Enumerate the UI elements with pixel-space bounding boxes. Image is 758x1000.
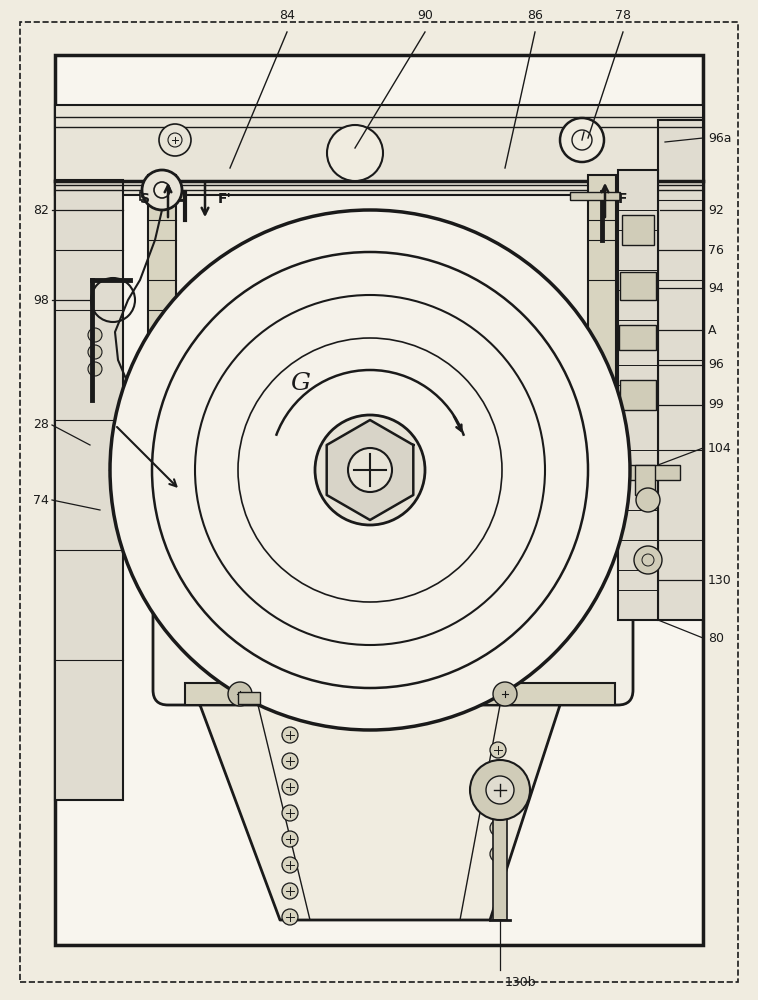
Circle shape — [490, 846, 506, 862]
Text: S: S — [140, 192, 150, 206]
Circle shape — [142, 170, 182, 210]
Circle shape — [88, 328, 102, 342]
Text: 130b: 130b — [505, 976, 537, 988]
Polygon shape — [327, 420, 413, 520]
Bar — [635, 465, 655, 495]
Bar — [588, 175, 616, 425]
Text: A: A — [708, 324, 716, 336]
Bar — [140, 192, 185, 200]
Circle shape — [493, 682, 517, 706]
Circle shape — [327, 125, 383, 181]
Text: 84: 84 — [279, 9, 295, 22]
Bar — [619, 325, 656, 350]
Circle shape — [282, 831, 298, 847]
Circle shape — [159, 124, 191, 156]
Circle shape — [282, 727, 298, 743]
Bar — [658, 120, 703, 620]
Circle shape — [490, 820, 506, 836]
Text: 82: 82 — [33, 204, 49, 217]
Text: 90: 90 — [417, 9, 433, 22]
Text: 130: 130 — [708, 574, 731, 586]
Text: 78: 78 — [615, 9, 631, 22]
Bar — [55, 55, 703, 945]
Bar — [620, 380, 656, 410]
Text: 99: 99 — [708, 398, 724, 412]
Text: 76: 76 — [708, 243, 724, 256]
Circle shape — [470, 760, 530, 820]
Bar — [620, 465, 680, 480]
Text: 96a: 96a — [708, 131, 731, 144]
Text: 96: 96 — [708, 359, 724, 371]
Circle shape — [490, 742, 506, 758]
FancyBboxPatch shape — [153, 155, 633, 705]
Text: 94: 94 — [708, 282, 724, 294]
Text: F': F' — [218, 192, 232, 206]
Polygon shape — [200, 705, 560, 920]
Bar — [620, 272, 656, 300]
Text: G: G — [290, 372, 310, 395]
Circle shape — [315, 415, 425, 525]
Circle shape — [282, 805, 298, 821]
Text: 28: 28 — [33, 418, 49, 432]
Circle shape — [110, 210, 630, 730]
Circle shape — [282, 753, 298, 769]
Text: 74: 74 — [33, 493, 49, 506]
Text: F: F — [618, 192, 628, 206]
Bar — [622, 215, 654, 245]
Circle shape — [634, 546, 662, 574]
Circle shape — [282, 883, 298, 899]
Circle shape — [490, 768, 506, 784]
Bar — [55, 180, 123, 800]
Circle shape — [490, 794, 506, 810]
Bar — [185, 683, 615, 705]
Circle shape — [88, 345, 102, 359]
Bar — [148, 175, 176, 425]
Circle shape — [348, 448, 392, 492]
Circle shape — [560, 118, 604, 162]
Text: 104: 104 — [708, 442, 731, 454]
Text: 98: 98 — [33, 294, 49, 306]
Text: 92: 92 — [708, 204, 724, 217]
Bar — [57, 57, 701, 943]
Circle shape — [282, 857, 298, 873]
Circle shape — [228, 682, 252, 706]
Bar — [618, 170, 658, 620]
Bar — [493, 790, 507, 920]
Circle shape — [154, 182, 170, 198]
Circle shape — [282, 779, 298, 795]
Bar — [55, 105, 703, 195]
Text: 86: 86 — [527, 9, 543, 22]
Circle shape — [282, 909, 298, 925]
Circle shape — [636, 488, 660, 512]
Circle shape — [88, 362, 102, 376]
Bar — [238, 692, 260, 704]
Bar — [570, 192, 620, 200]
Text: 80: 80 — [708, 632, 724, 645]
Circle shape — [486, 776, 514, 804]
